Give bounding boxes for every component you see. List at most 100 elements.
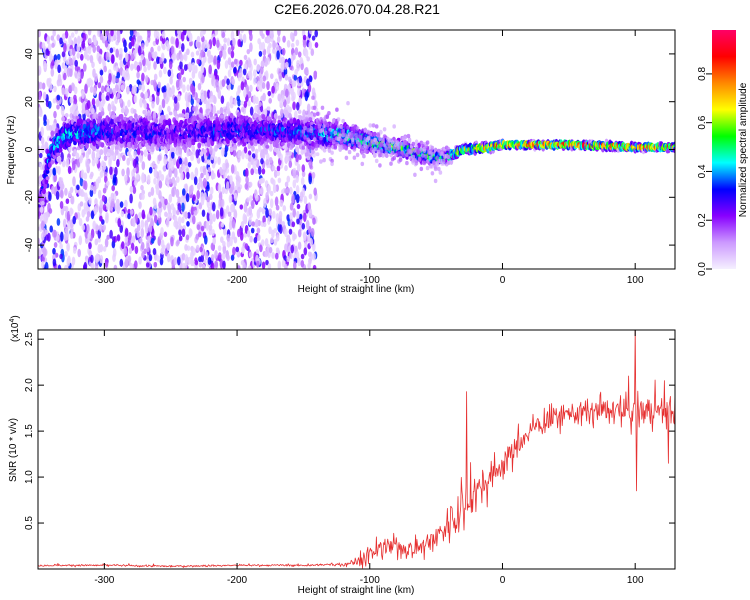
heatmap-cell — [191, 145, 195, 152]
heatmap-cell — [206, 159, 211, 166]
heatmap-cell — [102, 187, 107, 194]
heatmap-cell — [116, 204, 120, 215]
heatmap-cell — [249, 106, 254, 116]
heatmap-cell — [258, 50, 263, 57]
heatmap-cell — [195, 149, 200, 159]
heatmap-cell — [158, 69, 163, 78]
heatmap-cell — [177, 93, 181, 102]
heatmap-cell — [233, 192, 238, 202]
heatmap-cell — [133, 180, 138, 186]
heatmap-cell — [188, 228, 193, 238]
heatmap-cell — [266, 30, 270, 36]
heatmap-cell — [288, 106, 292, 114]
heatmap-cell — [99, 254, 104, 264]
heatmap-cell — [186, 171, 190, 180]
heatmap-cell — [207, 49, 211, 57]
heatmap-cell — [294, 69, 298, 76]
heatmap-cell — [271, 252, 275, 259]
heatmap-cell — [293, 233, 297, 240]
heatmap-cell — [119, 224, 123, 233]
heatmap-cell — [292, 179, 297, 189]
heatmap-cell — [227, 57, 232, 65]
heatmap-cell — [268, 246, 273, 254]
heatmap-cell — [52, 30, 56, 37]
heatmap-cell — [87, 148, 92, 155]
heatmap-cell — [40, 201, 45, 206]
heatmap-cell — [295, 250, 300, 260]
heatmap-cell — [167, 202, 171, 211]
heatmap-cell — [212, 213, 216, 223]
heatmap-cell — [296, 63, 300, 72]
heatmap-cell — [181, 216, 185, 224]
heatmap-cell — [178, 72, 182, 80]
heatmap-cell — [157, 208, 162, 219]
heatmap-cell — [246, 229, 251, 238]
heatmap-cell — [38, 211, 42, 217]
heatmap-cell — [45, 176, 50, 181]
heatmap-cell — [167, 69, 172, 77]
heatmap-cell — [166, 243, 170, 251]
heatmap-cell — [219, 207, 224, 217]
heatmap-cell — [98, 224, 103, 232]
heatmap-cell — [51, 42, 55, 48]
heatmap-cell — [207, 206, 212, 214]
heatmap-cell — [56, 152, 61, 157]
heatmap-cell — [312, 217, 316, 225]
heatmap-cell — [117, 217, 121, 228]
heatmap-cell — [101, 194, 106, 202]
heatmap-cell — [196, 224, 201, 231]
heatmap-cell — [271, 165, 276, 172]
heatmap-cell — [200, 65, 205, 74]
heatmap-cell — [286, 39, 291, 48]
heatmap-cell — [60, 105, 65, 116]
heatmap-cell — [307, 262, 311, 269]
heatmap-cell — [272, 40, 276, 50]
heatmap-cell — [136, 79, 141, 85]
heatmap-cell — [248, 206, 252, 216]
heatmap-cell — [253, 76, 257, 85]
heatmap-cell — [303, 247, 308, 256]
heatmap-cell — [233, 144, 238, 149]
heatmap-cell — [275, 213, 280, 223]
heatmap-cell — [168, 111, 173, 116]
heatmap-cell — [38, 69, 41, 76]
heatmap-cell — [198, 231, 202, 238]
heatmap-cell — [135, 173, 140, 180]
heatmap-cell — [275, 234, 280, 242]
heatmap-cell — [254, 194, 259, 202]
heatmap-cell — [282, 205, 287, 212]
heatmap-cell — [262, 221, 267, 228]
heatmap-cell — [177, 216, 182, 226]
heatmap-cell — [279, 224, 283, 235]
heatmap-cell — [240, 30, 244, 34]
heatmap-cell — [297, 109, 302, 115]
heatmap-cell — [97, 236, 101, 243]
heatmap-cell — [105, 202, 110, 211]
heatmap-cell — [200, 49, 204, 58]
heatmap-cell — [200, 196, 205, 206]
heatmap-cell — [148, 223, 153, 233]
heatmap-cell — [138, 201, 142, 209]
heatmap-cell — [265, 144, 270, 149]
heatmap-cell — [108, 158, 112, 167]
heatmap-cell — [225, 162, 230, 169]
heatmap-cell — [266, 45, 271, 55]
heatmap-cell — [99, 148, 104, 156]
heatmap-cell — [181, 253, 186, 261]
heatmap-cell — [249, 235, 253, 243]
heatmap-cell — [65, 230, 69, 241]
heatmap-cell — [282, 35, 286, 43]
heatmap-cell — [150, 186, 155, 196]
heatmap-cell — [141, 209, 146, 220]
heatmap-cell — [179, 53, 184, 63]
heatmap-cell — [115, 65, 119, 72]
heatmap-cell — [187, 94, 192, 103]
heatmap-cell — [272, 210, 276, 219]
heatmap-cell — [190, 98, 195, 106]
heatmap-cell — [119, 113, 124, 120]
heatmap-cell — [254, 104, 258, 113]
heatmap-cell — [65, 87, 69, 97]
heatmap-cell — [168, 193, 173, 203]
heatmap-cell — [102, 204, 107, 211]
heatmap-cell — [127, 208, 131, 215]
